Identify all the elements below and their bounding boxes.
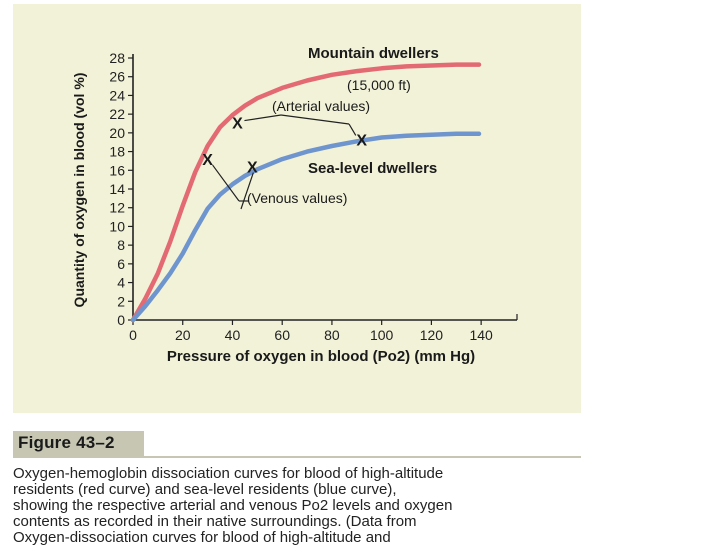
series-line-0: [130, 62, 482, 323]
caption-line: Oxygen-hemoglobin dissociation curves fo…: [13, 465, 444, 482]
y-tick-label: 0: [117, 312, 125, 328]
x-tick-label: 20: [175, 327, 191, 343]
marker-x: X: [202, 152, 213, 169]
axes: [128, 54, 518, 325]
marker-x: X: [356, 132, 367, 149]
altitude-label: (15,000 ft): [347, 77, 411, 93]
y-tick-label: 16: [109, 162, 125, 178]
mountain-dwellers-label: Mountain dwellers: [308, 45, 439, 62]
sea-level-dwellers-label: Sea-level dwellers: [308, 160, 437, 177]
x-axis-label: Pressure of oxygen in blood (Po2) (mm Hg…: [167, 348, 475, 365]
y-tick-label: 6: [117, 256, 125, 272]
x-tick-label: 80: [324, 327, 340, 343]
y-tick-label: 24: [109, 87, 125, 103]
x-tick-label: 100: [370, 327, 394, 343]
leader-line: [212, 164, 240, 202]
x-tick-label: 120: [420, 327, 444, 343]
y-tick-label: 10: [109, 218, 125, 234]
figure-caption: Oxygen-hemoglobin dissociation curves fo…: [13, 466, 579, 546]
figure-label: Figure 43–2: [18, 433, 115, 452]
y-tick-label: 2: [117, 293, 125, 309]
leader-line: [280, 114, 350, 125]
leader-line: [244, 114, 282, 122]
arterial-values-label: (Arterial values): [272, 98, 370, 114]
y-tick-label: 4: [117, 275, 125, 291]
series-line-1: [130, 131, 482, 323]
figure-label-bar: [13, 431, 144, 456]
y-tick-label: 12: [109, 200, 125, 216]
y-tick-label: 14: [109, 181, 125, 197]
figure-panel: 0 2 4 6 8 10 12 14 16 18 20 22 24 26 28 0 20 40 60 80 100 120…: [13, 4, 581, 413]
y-tick-label: 22: [109, 106, 125, 122]
caption-line: contents as recorded in their native sur…: [13, 513, 417, 530]
venous-values-label: (Venous values): [247, 190, 347, 206]
markers: X X X X: [202, 116, 367, 177]
caption-line: showing the respective arterial and veno…: [13, 497, 453, 514]
y-tick-label: 20: [109, 125, 125, 141]
y-axis-label: Quantity of oxygen in blood (vol %): [71, 73, 87, 308]
leader-line: [240, 172, 254, 210]
annotation-leaders: [212, 114, 357, 210]
marker-x: X: [247, 160, 258, 177]
x-tick-label: 40: [225, 327, 241, 343]
caption-line: residents (red curve) and sea-level resi…: [13, 481, 397, 498]
y-tick-label: 18: [109, 144, 125, 160]
annotation-labels: Mountain dwellers (15,000 ft) (Arterial va…: [247, 45, 439, 206]
x-tick-label: 140: [469, 327, 493, 343]
x-tick-label: 0: [129, 327, 137, 343]
curves: [130, 62, 482, 323]
y-tick-label: 8: [117, 237, 125, 253]
x-tick-label: 60: [274, 327, 290, 343]
leader-line: [348, 123, 357, 136]
caption-rule: [13, 456, 581, 458]
marker-x: X: [232, 116, 243, 133]
y-tick-label: 26: [109, 69, 125, 85]
y-tick-label: 28: [109, 50, 125, 66]
caption-line: Oxygen-dissociation curves for blood of …: [13, 529, 391, 546]
